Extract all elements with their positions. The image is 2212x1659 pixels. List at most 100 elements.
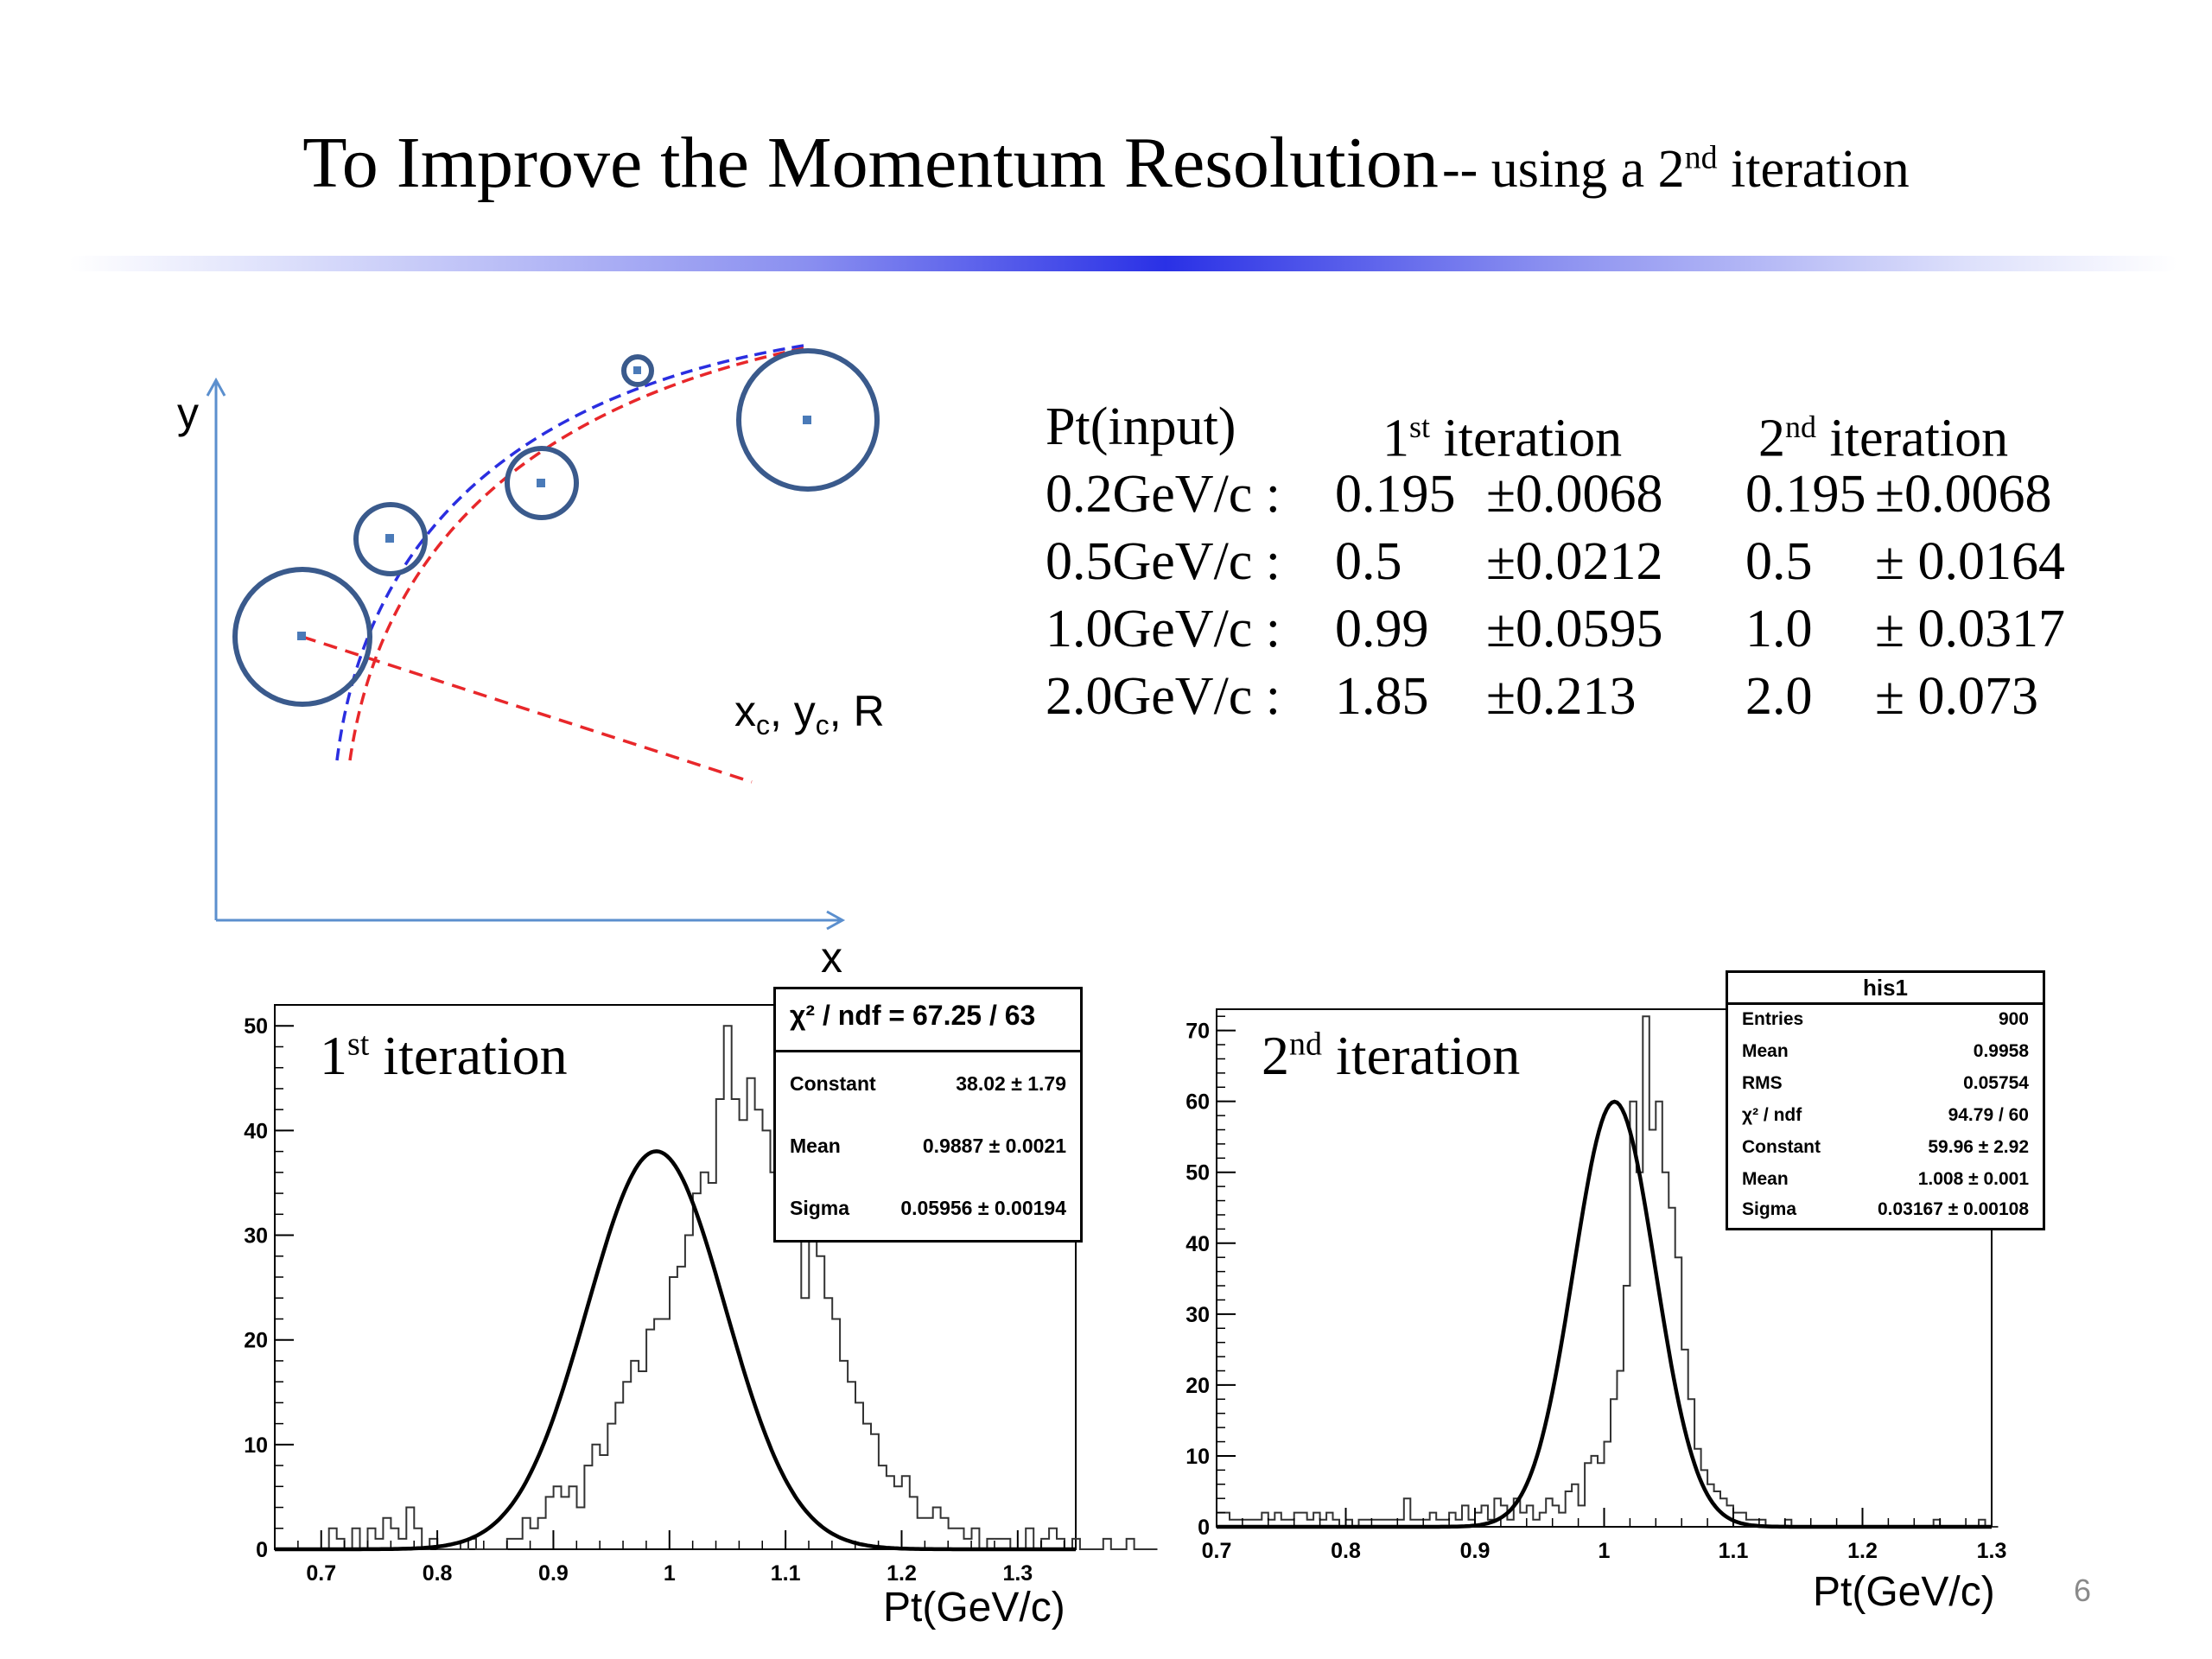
- row-it1-value: 1.85: [1335, 667, 1429, 726]
- row-it1-error: ±0.213: [1486, 667, 1637, 726]
- hist2-label-post: iteration: [1322, 1025, 1521, 1086]
- x-tick-label: 1.1: [771, 1561, 801, 1586]
- title-main: To Improve the Momentum Resolution: [302, 123, 1439, 203]
- hit-circle: [505, 446, 579, 520]
- x-tick-label: 1.3: [1977, 1539, 2007, 1563]
- stat-key: Constant: [1742, 1137, 1821, 1157]
- stat-key: Sigma: [790, 1197, 850, 1219]
- stat-key: Sigma: [1742, 1199, 1797, 1219]
- y-tick-label: 60: [1185, 1090, 1210, 1115]
- hist1-stats-divider: [776, 1050, 1080, 1052]
- header1-post: iteration: [1430, 409, 1623, 468]
- hist1-x-unit: Pt(GeV/c): [883, 1585, 1065, 1630]
- stat-value: 59.96 ± 2.92: [1928, 1137, 2029, 1157]
- center-label-end: , R: [830, 687, 885, 735]
- y-tick-label: 70: [1185, 1020, 1210, 1044]
- stat-key: Mean: [1742, 1169, 1789, 1189]
- hit-circles: [232, 348, 880, 707]
- x-tick-label: 1: [1599, 1539, 1611, 1563]
- stat-key: χ² / ndf: [1742, 1105, 1802, 1125]
- row-it1-error: ±0.0595: [1486, 600, 1663, 658]
- center-label-sub2: c: [816, 709, 830, 741]
- x-tick-label: 1: [664, 1561, 676, 1586]
- stat-value: 900: [1998, 1009, 2029, 1029]
- hist1-label-pre: 1: [320, 1025, 347, 1086]
- y-tick-label: 20: [1185, 1374, 1210, 1398]
- hist2-stats-title: his1: [1862, 975, 1909, 1001]
- header2-sup: nd: [1785, 410, 1816, 444]
- stat-key: RMS: [1742, 1073, 1783, 1093]
- row-it2-error: ± 0.0317: [1875, 600, 2066, 658]
- x-tick-label: 1.2: [887, 1561, 917, 1586]
- stat-value: 0.9887 ± 0.0021: [922, 1135, 1066, 1157]
- header-iteration2: 2nd iteration: [1758, 393, 2008, 473]
- row-it1-value: 0.195: [1335, 465, 1456, 524]
- hist1-chi2: χ² / ndf = 67.25 / 63: [790, 1000, 1036, 1031]
- stat-key: Mean: [790, 1135, 841, 1157]
- y-axis-label: y: [177, 389, 199, 437]
- title-divider: [69, 256, 2177, 271]
- y-tick-label: 50: [1185, 1161, 1210, 1185]
- header2-post: iteration: [1816, 409, 2009, 468]
- track-red: [348, 346, 809, 761]
- row-it2-error: ± 0.073: [1875, 667, 2039, 726]
- x-tick-label: 0.7: [1202, 1539, 1232, 1563]
- hist2-stats-divider: [1728, 1002, 2043, 1005]
- x-tick-label: 0.7: [306, 1561, 336, 1586]
- hist2-label: 2nd iteration: [1262, 1024, 1520, 1088]
- row-input: 0.2GeV/c :: [1046, 465, 1281, 524]
- gaussian-fit-curve: [275, 1149, 1076, 1552]
- y-tick-label: 50: [244, 1014, 268, 1039]
- row-it2-error: ± 0.0164: [1875, 532, 2066, 591]
- center-label-x: x: [734, 687, 756, 735]
- y-tick-label: 30: [1185, 1303, 1210, 1327]
- y-tick-label: 0: [1198, 1516, 1210, 1540]
- hist1-label: 1st iteration: [320, 1024, 568, 1088]
- row-it2-error: ±0.0068: [1875, 465, 2052, 524]
- y-tick-label: 20: [244, 1329, 268, 1353]
- hit-circle: [232, 567, 372, 707]
- hist1-stats-box: χ² / ndf = 67.25 / 63 Constant 38.02 ± 1.…: [773, 987, 1083, 1243]
- center-label: xc, yc, R: [734, 687, 885, 741]
- row-it2-value: 0.195: [1745, 465, 1866, 524]
- row-it1-value: 0.99: [1335, 600, 1429, 658]
- stat-value: 94.79 / 60: [1948, 1105, 2029, 1125]
- hit-point: [803, 416, 811, 424]
- row-it2-value: 2.0: [1745, 667, 1813, 726]
- row-input: 0.5GeV/c :: [1046, 532, 1281, 591]
- title-sub-suffix: iteration: [1717, 140, 1910, 199]
- y-tick-label: 40: [1185, 1232, 1210, 1256]
- stat-key: Constant: [790, 1072, 876, 1095]
- stat-value: 0.05754: [1963, 1073, 2029, 1093]
- hist2-stats-box: his1 Entries 900 Mean 0.9958 RMS 0.05754 χ²…: [1726, 970, 2045, 1230]
- track-blue: [335, 344, 804, 761]
- hist2-label-sup: nd: [1289, 1026, 1322, 1063]
- hit-point: [297, 632, 306, 640]
- row-it1-error: ±0.0212: [1486, 532, 1663, 591]
- header-iteration1: 1st iteration: [1382, 393, 1622, 473]
- row-it2-value: 1.0: [1745, 600, 1813, 658]
- hit-circle: [353, 502, 428, 576]
- header-input: Pt(input): [1046, 397, 1236, 456]
- stat-key: Entries: [1742, 1009, 1804, 1029]
- row-it1-value: 0.5: [1335, 532, 1402, 591]
- header2-pre: 2: [1758, 409, 1785, 468]
- x-tick-label: 0.9: [1460, 1539, 1491, 1563]
- stat-value: 38.02 ± 1.79: [956, 1072, 1066, 1095]
- x-tick-label: 0.8: [423, 1561, 453, 1586]
- x-tick-label: 1.2: [1847, 1539, 1878, 1563]
- hist1-label-post: iteration: [369, 1025, 568, 1086]
- title-sub-prefix: -- using a 2: [1441, 140, 1685, 199]
- stat-value: 0.03167 ± 0.00108: [1877, 1199, 2029, 1219]
- header1-sup: st: [1409, 410, 1431, 444]
- row-it1-error: ±0.0068: [1486, 465, 1663, 524]
- hit-circle: [621, 354, 654, 387]
- header1-pre: 1: [1382, 409, 1409, 468]
- hit-circle: [736, 348, 880, 492]
- y-tick-label: 40: [244, 1119, 268, 1143]
- hit-point: [385, 534, 394, 543]
- y-tick-label: 10: [1185, 1445, 1210, 1469]
- center-label-sub1: c: [756, 709, 770, 741]
